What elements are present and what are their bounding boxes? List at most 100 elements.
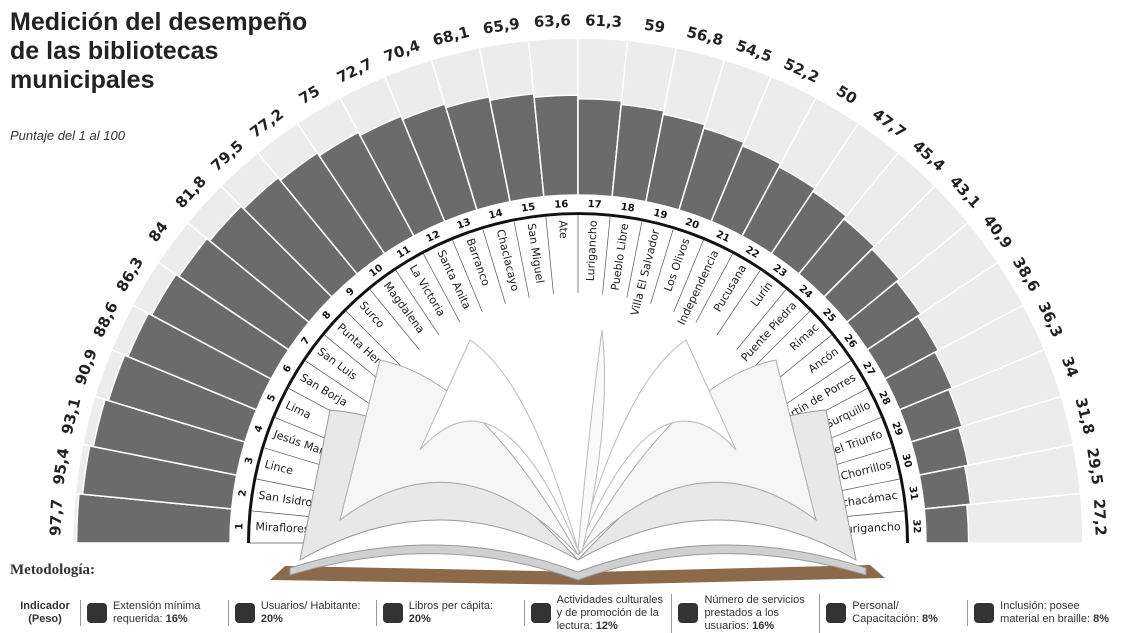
value-label: 54,5	[734, 36, 775, 65]
value-label: 61,3	[585, 11, 623, 31]
methodology-title: Metodología:	[10, 562, 95, 578]
icon	[678, 603, 699, 623]
value-label: 50	[833, 82, 860, 108]
value-label: 93,1	[58, 396, 84, 436]
value-label: 84	[145, 218, 172, 245]
value-label: 56,8	[685, 23, 725, 49]
rank-label: 5	[266, 393, 279, 404]
rank-label: 21	[714, 229, 731, 245]
item-weight: 8%	[922, 613, 938, 625]
item-label: Número de servicios prestados a los usua…	[704, 593, 805, 632]
rank-label: 8	[321, 309, 334, 322]
value-label: 90,9	[71, 347, 100, 388]
separator	[324, 334, 385, 385]
methodology-item: Inclusión: posee material en braille: 8%	[968, 600, 1115, 626]
chart-subtitle: Puntaje del 1 al 100	[10, 128, 125, 143]
category-label: San Isidro	[258, 489, 314, 510]
methodology-item: Extensión mínima requerida: 16%	[81, 600, 229, 626]
value-label: 63,6	[533, 11, 571, 31]
value-label: 95,4	[50, 447, 73, 486]
rank-label: 9	[344, 286, 357, 299]
value-label: 97,7	[46, 498, 66, 536]
item-label: Actividades culturales y de promoción de…	[556, 593, 663, 632]
separator	[754, 310, 811, 367]
icon	[530, 603, 551, 623]
rank-label: 19	[652, 208, 668, 222]
rank-label: 17	[587, 199, 601, 211]
item-text: Personal/ Capacitación: 8%	[852, 600, 961, 626]
value-label: 52,2	[781, 55, 822, 87]
icon	[826, 603, 847, 623]
item-label: Usuarios/ Habitante:	[260, 600, 361, 612]
category-label: San Borja	[298, 371, 350, 409]
rank-label: 18	[620, 202, 635, 215]
separator	[771, 334, 832, 385]
item-label: Libros per cápita:	[408, 600, 494, 612]
rank-label: 16	[554, 199, 568, 211]
icon	[87, 603, 107, 623]
methodology-item: Actividades culturales y de promoción de…	[525, 593, 673, 633]
bar	[923, 503, 970, 544]
separator	[695, 253, 733, 323]
separator	[785, 360, 851, 405]
rank-label: 31	[906, 486, 919, 501]
value-label: 70,4	[382, 36, 423, 65]
book	[270, 329, 885, 585]
item-text: Usuarios/ Habitante: 20%	[261, 600, 370, 626]
rank-label: 6	[281, 363, 294, 375]
methodology-item: Número de servicios prestados a los usua…	[672, 593, 821, 633]
value-label: 65,9	[482, 15, 521, 38]
item-weight: 8%	[1093, 613, 1109, 625]
category-label: Lurín	[748, 279, 775, 309]
item-text: Actividades culturales y de promoción de…	[557, 594, 666, 633]
value-label: 27,2	[1090, 498, 1110, 536]
category-label: Puente Piedra	[739, 299, 800, 364]
rank-label: 12	[425, 229, 442, 245]
icon	[382, 603, 403, 623]
category-label: San Luis	[315, 345, 360, 383]
category-label: Pueblo Libre	[609, 222, 632, 291]
item-weight: 20%	[260, 613, 283, 625]
item-text: Número de servicios prestados a los usua…	[704, 594, 813, 633]
value-label: 34	[1058, 354, 1082, 380]
category-label: Barranco	[464, 237, 493, 288]
separator	[716, 270, 761, 336]
methodology-item: Personal/ Capacitación: 8%	[820, 600, 969, 626]
separator	[423, 253, 461, 323]
rank-label: 30	[899, 453, 913, 469]
value-label: 36,3	[1034, 299, 1066, 340]
methodology-item: Libros per cápita: 20%	[377, 600, 525, 626]
category-label: Villa El Salvador	[628, 228, 662, 317]
value-label: 68,1	[431, 23, 471, 49]
category-label: Ate	[556, 220, 570, 239]
indicator-label: Indicador (Peso)	[10, 600, 81, 626]
separator	[626, 221, 643, 298]
separator	[513, 221, 530, 298]
separator	[345, 310, 402, 367]
separator	[736, 289, 787, 350]
separator	[395, 270, 440, 336]
rank-label: 4	[253, 424, 266, 434]
separator	[369, 289, 420, 350]
methodology-item: Usuarios/ Habitante: 20%	[229, 600, 377, 626]
item-text: Inclusión: posee material en braille: 8%	[1000, 600, 1109, 626]
icon	[974, 603, 995, 623]
item-weight: 16%	[752, 619, 775, 632]
category-label: Lince	[263, 458, 294, 478]
separator	[452, 239, 483, 313]
item-label: Personal/ Capacitación:	[852, 600, 919, 625]
icon	[234, 603, 255, 623]
rank-label: 7	[300, 335, 313, 347]
category-label: Lima	[283, 399, 313, 422]
value-label: 29,5	[1083, 447, 1106, 486]
item-label: Extensión mínima requerida:	[113, 600, 201, 625]
methodology-row: Indicador (Peso) Extensión mínima requer…	[10, 593, 1115, 633]
category-label: San Miguel	[525, 222, 547, 284]
value-label: 31,8	[1072, 396, 1098, 436]
rank-label: 29	[889, 421, 904, 438]
separator	[673, 239, 704, 313]
category-label: Los Olivos	[661, 236, 692, 293]
rank-label: 1	[234, 523, 245, 531]
